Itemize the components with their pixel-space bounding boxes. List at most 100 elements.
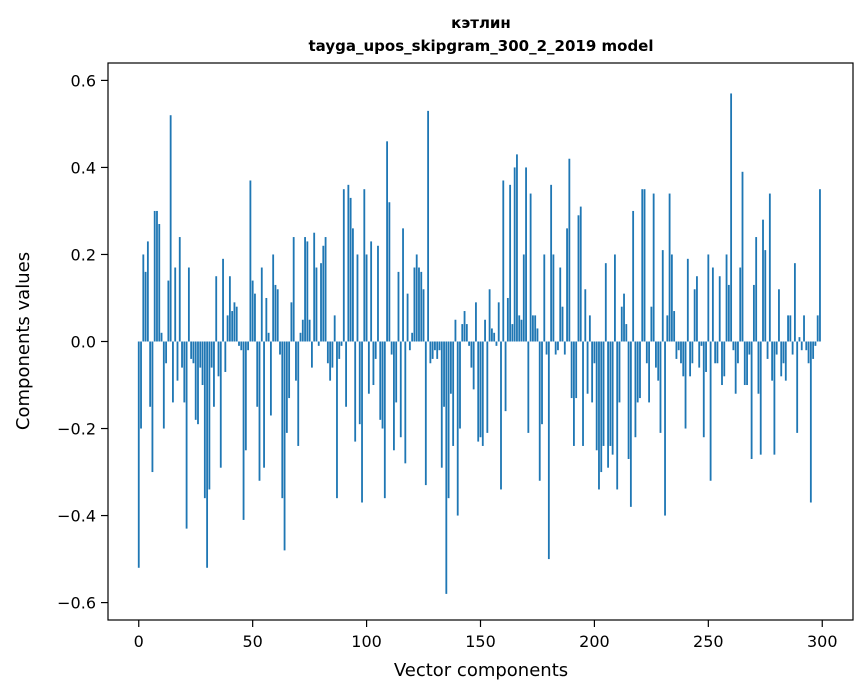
bar [568,158,571,342]
bar [573,341,575,446]
bar [267,332,270,342]
bar [272,254,275,342]
bar [217,341,220,377]
bar [269,341,272,416]
bar [650,306,653,342]
bar [167,280,170,342]
bar [361,341,363,503]
bar [511,324,514,342]
bar [541,341,543,425]
bar [504,341,507,412]
bar [529,193,532,342]
bar [265,297,268,342]
bar [645,341,648,364]
bar [684,341,687,429]
bar [816,315,819,342]
bar [438,341,441,351]
bar [693,289,696,342]
bar [242,341,245,520]
bar [711,267,714,342]
bar [158,224,161,342]
bar [775,341,778,355]
bar [768,193,771,342]
bar [784,341,787,381]
bar [208,341,211,490]
bar [484,319,486,342]
bar [643,189,646,342]
bar [591,341,594,403]
bar [390,341,393,355]
y-axis-label: Components values [13,252,34,430]
x-tick-label: 200 [579,632,610,651]
bar [452,341,455,446]
bar [322,245,325,342]
bar [552,254,555,342]
bar [197,341,199,425]
bar [545,341,548,355]
bar [283,341,286,551]
bar [183,341,186,403]
bar [454,319,457,342]
bar [709,341,712,481]
bar [413,267,416,342]
bar [342,189,345,342]
bar [531,315,534,342]
bar [812,341,815,359]
x-axis-ticks: 0 50 100 150 200 250 300 [134,620,838,651]
bar [602,341,605,446]
bar [402,228,404,342]
bar [766,341,769,359]
bar [377,245,379,342]
bar [306,241,309,342]
bar [324,237,327,342]
bar [393,341,395,451]
bar [475,302,477,342]
x-tick-label: 100 [351,632,382,651]
bar [618,341,621,403]
bar [187,267,190,342]
bar [584,289,587,342]
bar [668,193,671,342]
bar [336,341,338,499]
bar [527,341,530,433]
bar [224,341,227,372]
bar [577,215,580,342]
bar [165,341,168,364]
bar [750,341,753,459]
y-tick-label: 0.4 [71,158,96,177]
bar [727,284,730,342]
bar [534,315,537,342]
bar [331,341,334,368]
bar [604,263,607,342]
bar [502,180,505,342]
bar [408,341,411,351]
bar [260,267,263,342]
bar [570,341,573,399]
x-tick-label: 150 [465,632,496,651]
bar [789,315,792,342]
bar [677,341,680,351]
bar [292,237,295,342]
bar [600,341,603,473]
bar [313,232,316,342]
bar [559,267,562,342]
bar [819,189,821,342]
bar [787,315,789,342]
bar [381,341,384,429]
bar [716,341,719,364]
bar [659,341,662,433]
bar [263,341,265,468]
bar [586,341,589,394]
bar [490,328,493,342]
bar [796,341,799,433]
bar [721,341,723,386]
bar [625,324,628,342]
bar [420,271,423,342]
plot-frame [107,62,854,621]
bar [308,319,311,342]
bar [661,250,664,342]
bar [657,341,660,381]
bar [160,332,163,342]
bar [418,267,420,342]
bar [470,341,473,368]
